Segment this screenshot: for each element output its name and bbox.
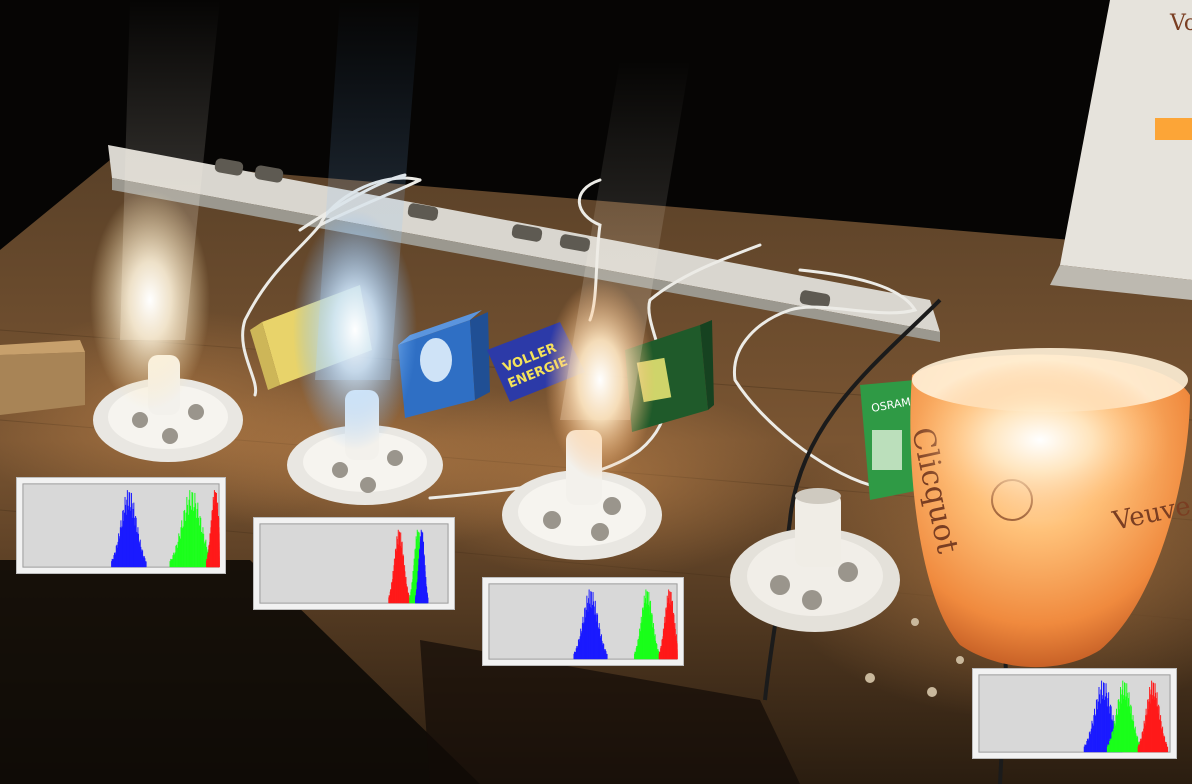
lamp-3-glow <box>545 60 690 480</box>
blue-lamp-box <box>398 310 490 418</box>
lamp-5-glow <box>910 360 1170 520</box>
histogram-panel-3 <box>482 577 684 666</box>
blue-channel-peak <box>111 490 147 568</box>
green-channel-peak <box>634 589 660 660</box>
histogram-panel-2 <box>253 517 455 610</box>
red-channel-peak <box>206 490 220 568</box>
monitor-text: Vo <box>1169 11 1192 36</box>
histogram-3 <box>488 583 678 660</box>
cardboard-box-left <box>0 340 85 415</box>
histogram-4 <box>978 674 1171 753</box>
lamp-2-glow <box>293 0 420 450</box>
red-channel-peak <box>388 529 410 604</box>
lamp-base-4 <box>730 488 900 632</box>
blue-channel-peak <box>415 529 429 604</box>
blue-channel-peak <box>573 589 608 660</box>
osram-box: OSRAM <box>860 380 920 500</box>
histogram-1 <box>22 483 220 568</box>
histogram-2 <box>259 523 449 604</box>
monitor: Vo <box>1050 0 1192 300</box>
histogram-panel-4 <box>972 668 1177 759</box>
histogram-panel-1 <box>16 477 226 574</box>
red-channel-peak <box>658 589 678 660</box>
histogram-plot-area <box>978 674 1171 753</box>
red-channel-peak <box>1137 680 1169 753</box>
lamp-1-glow <box>90 0 220 410</box>
